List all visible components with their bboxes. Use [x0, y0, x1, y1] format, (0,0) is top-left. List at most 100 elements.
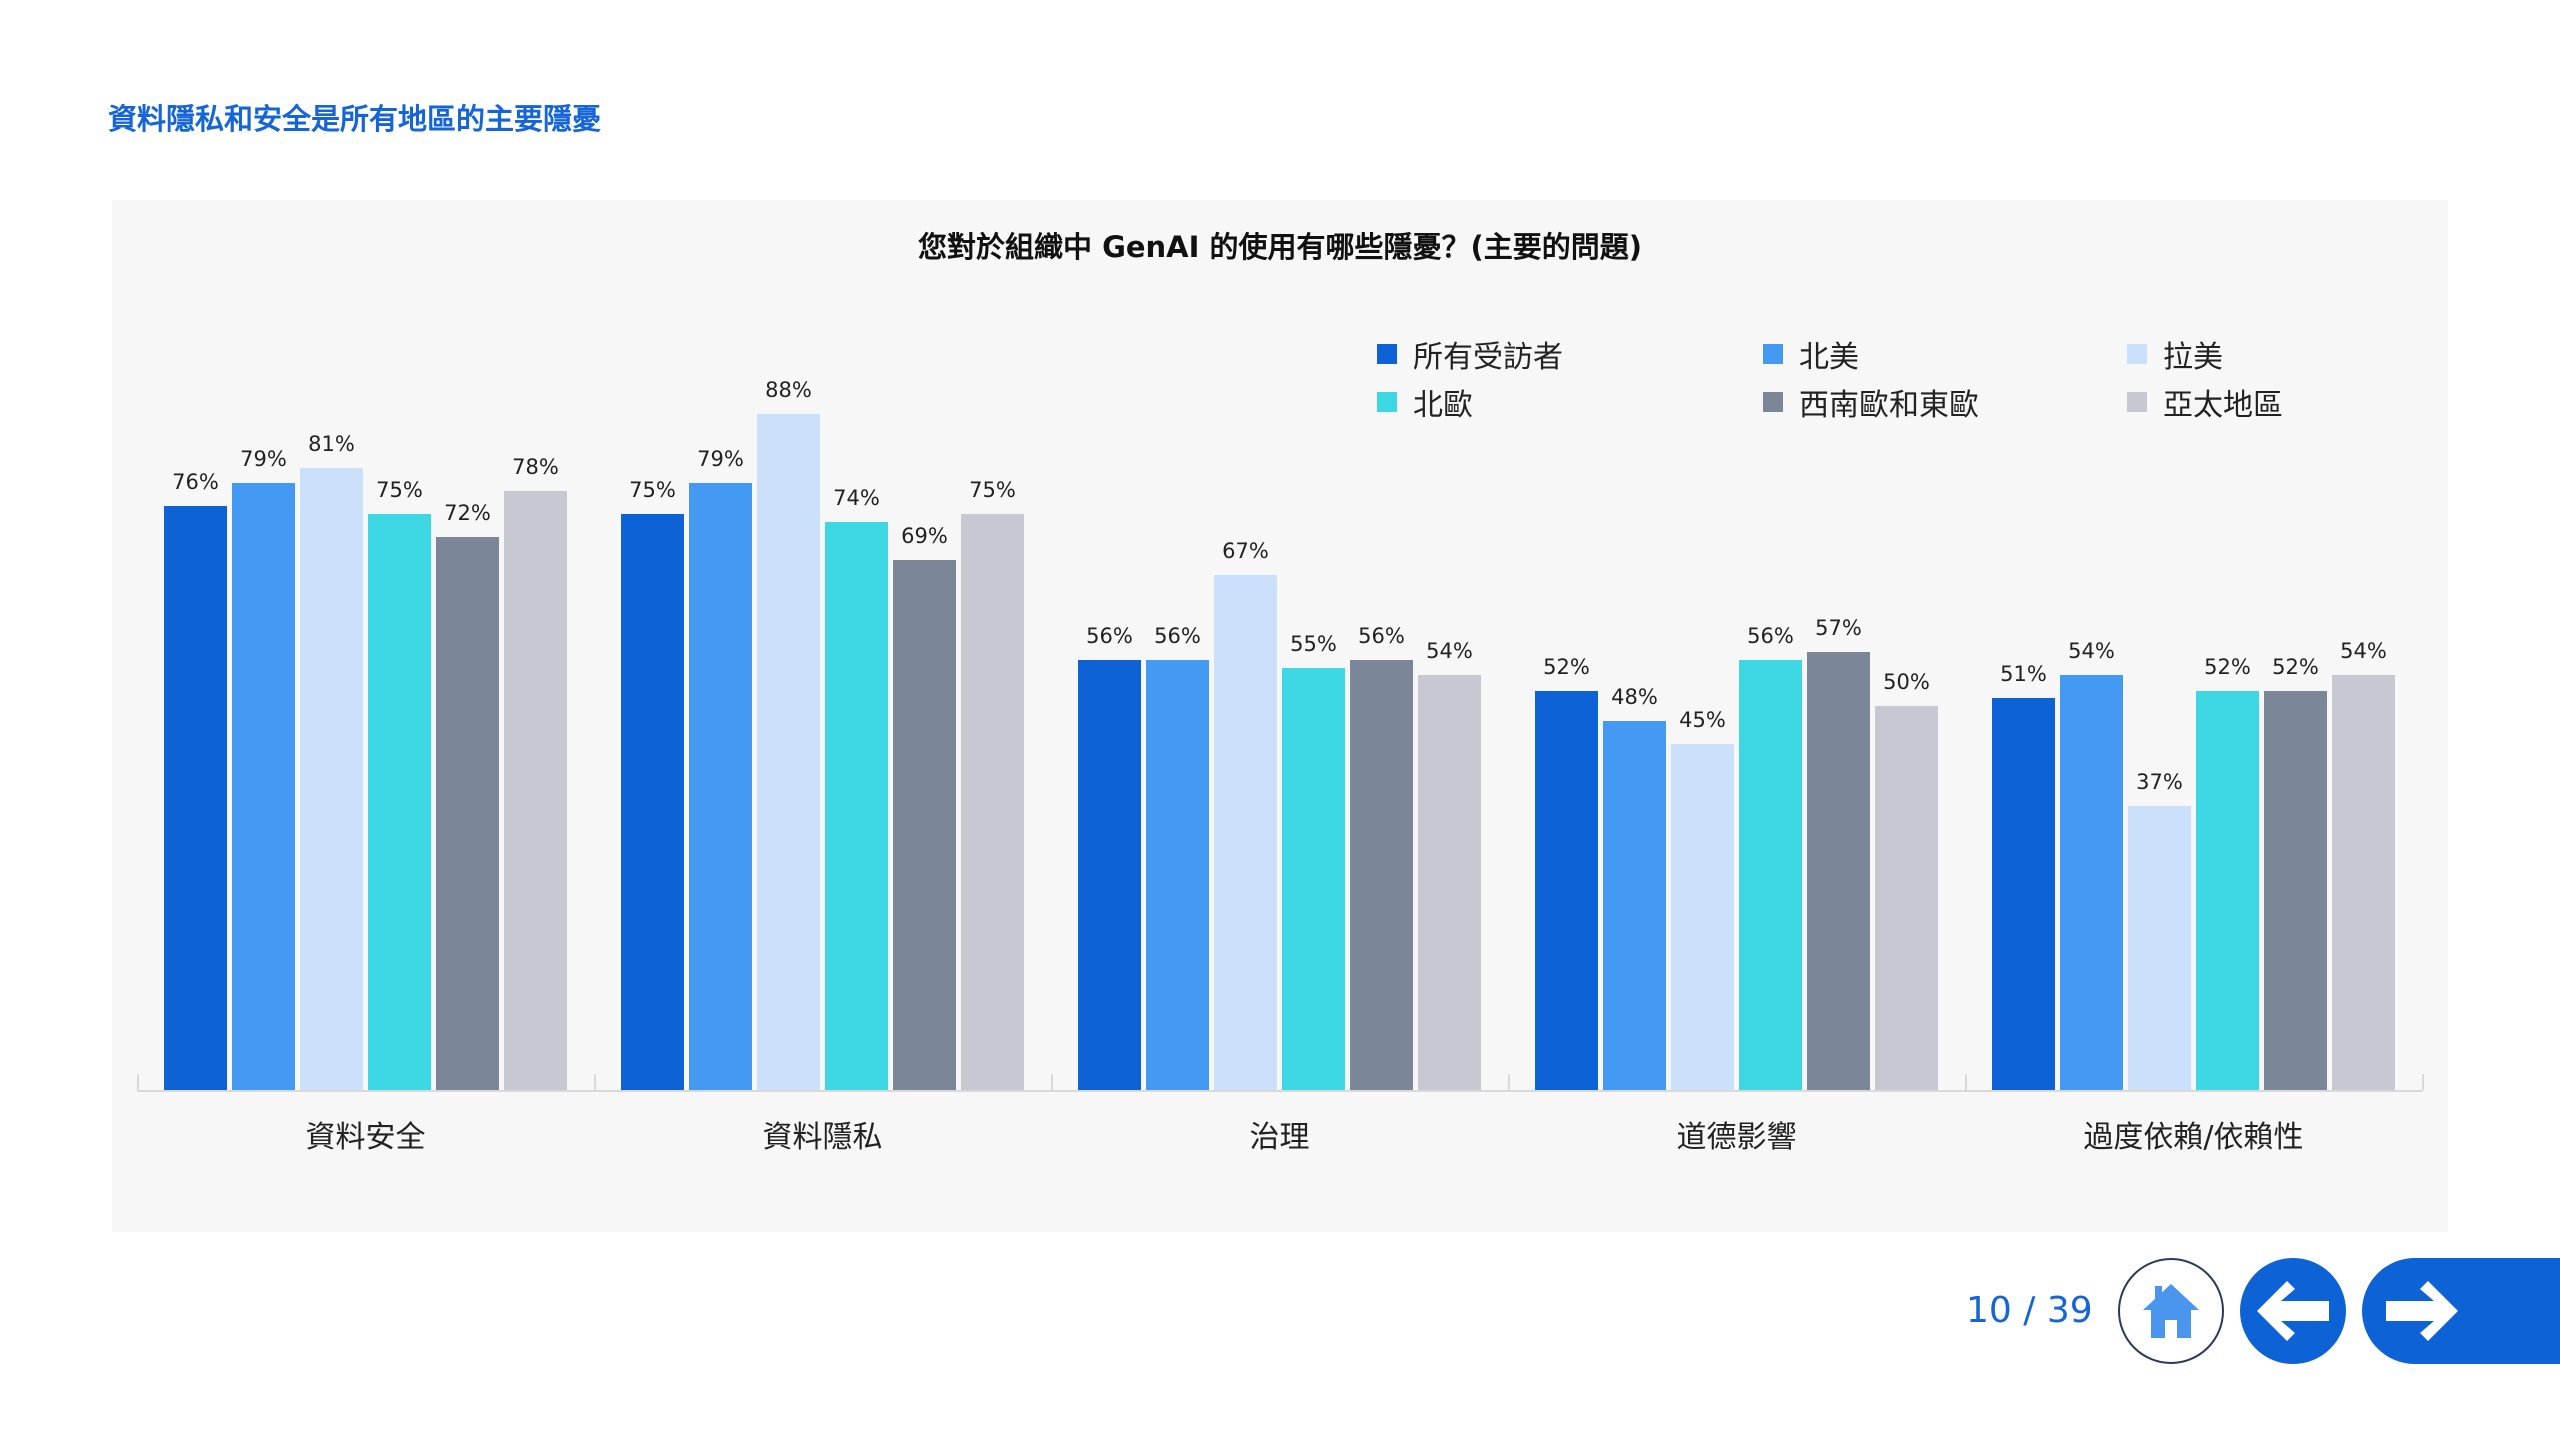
- bar: [1146, 659, 1209, 1090]
- page-counter: 10 / 39: [1966, 1290, 2093, 1331]
- legend-swatch-icon: [1763, 344, 1783, 364]
- bar-value-label: 81%: [308, 431, 355, 456]
- x-axis-category-label: 治理: [1249, 1120, 1310, 1155]
- next-button[interactable]: [2362, 1258, 2560, 1364]
- bar-value-label: 55%: [1290, 631, 1337, 656]
- x-axis-tick: [594, 1074, 596, 1090]
- bar-value-label: 79%: [240, 447, 287, 472]
- legend-label: 所有受訪者: [1413, 340, 1563, 375]
- bar-value-label: 54%: [1426, 639, 1473, 664]
- x-axis-tick: [1508, 1074, 1510, 1090]
- legend-item: 北歐: [1377, 382, 1473, 423]
- bar: [621, 514, 684, 1090]
- bar: [689, 483, 752, 1090]
- legend-swatch-icon: [1377, 392, 1397, 412]
- bar: [232, 483, 295, 1090]
- bar-value-label: 54%: [2340, 639, 2387, 664]
- bar: [436, 537, 499, 1090]
- bar-value-label: 75%: [969, 478, 1016, 502]
- bar: [2264, 690, 2327, 1090]
- bar-value-label: 75%: [376, 478, 423, 502]
- legend-label: 西南歐和東歐: [1799, 388, 1979, 423]
- bar-value-label: 74%: [833, 485, 880, 510]
- bar: [2128, 805, 2191, 1090]
- x-axis-category-label: 資料安全: [305, 1120, 426, 1155]
- x-axis-category-label: 過度依賴/依賴性: [2083, 1120, 2304, 1155]
- bar: [1739, 659, 1802, 1090]
- legend-label: 亞太地區: [2163, 388, 2283, 423]
- bar-value-label: 56%: [1086, 623, 1133, 648]
- x-axis-category-label: 資料隱私: [762, 1120, 883, 1155]
- bar: [300, 467, 363, 1090]
- x-axis-tick: [1965, 1074, 1967, 1090]
- bar-value-label: 50%: [1883, 670, 1930, 694]
- bar-value-label: 78%: [512, 454, 559, 479]
- bar-value-label: 69%: [901, 524, 948, 549]
- bar: [825, 521, 888, 1090]
- legend-item: 拉美: [2127, 334, 2223, 375]
- home-button[interactable]: [2118, 1258, 2224, 1364]
- bar-value-label: 75%: [629, 478, 676, 502]
- bar: [2332, 675, 2395, 1090]
- bar: [1992, 698, 2055, 1090]
- bar-value-label: 51%: [2000, 662, 2047, 687]
- legend-item: 亞太地區: [2127, 382, 2283, 423]
- bar-value-label: 72%: [444, 501, 491, 526]
- legend-label: 北美: [1799, 340, 1859, 375]
- x-axis-category-label: 道德影響: [1676, 1120, 1797, 1155]
- bar: [893, 560, 956, 1090]
- legend-swatch-icon: [1377, 344, 1397, 364]
- bar: [2196, 690, 2259, 1090]
- bar-value-label: 56%: [1747, 623, 1794, 648]
- bar: [961, 514, 1024, 1090]
- bar: [1418, 675, 1481, 1090]
- bar-value-label: 76%: [172, 470, 219, 495]
- bar: [2060, 675, 2123, 1090]
- bar-value-label: 67%: [1222, 539, 1269, 564]
- bar-value-label: 48%: [1611, 685, 1658, 710]
- bar-value-label: 52%: [2204, 654, 2251, 679]
- bar-value-label: 45%: [1679, 708, 1726, 733]
- legend-item: 所有受訪者: [1377, 334, 1563, 375]
- legend-swatch-icon: [1763, 392, 1783, 412]
- bar: [1214, 575, 1277, 1090]
- legend-swatch-icon: [2127, 344, 2147, 364]
- legend-label: 北歐: [1413, 388, 1473, 423]
- legend-item: 西南歐和東歐: [1763, 382, 1979, 423]
- x-axis-line: [137, 1090, 2423, 1092]
- bar: [1875, 706, 1938, 1090]
- bar-value-label: 37%: [2136, 769, 2183, 794]
- bar-value-label: 79%: [697, 447, 744, 472]
- chart-legend: 所有受訪者 北美 拉美 北歐 西南歐和東歐 亞太地區: [1377, 334, 2377, 430]
- bar: [504, 490, 567, 1090]
- back-button[interactable]: [2240, 1258, 2346, 1364]
- legend-item: 北美: [1763, 334, 1859, 375]
- chart-title: 您對於組織中 GenAI 的使用有哪些隱憂？(主要的問題): [917, 230, 1643, 264]
- legend-label: 拉美: [2163, 340, 2223, 375]
- bar: [1078, 659, 1141, 1090]
- bar: [164, 506, 227, 1090]
- bar-value-label: 88%: [765, 378, 812, 403]
- page-title: 資料隱私和安全是所有地區的主要隱憂: [108, 102, 602, 136]
- bar-value-label: 56%: [1154, 623, 1201, 648]
- bar: [1807, 652, 1870, 1090]
- bar: [1535, 690, 1598, 1090]
- arrow-left-icon: [2257, 1281, 2329, 1341]
- bar: [1603, 721, 1666, 1090]
- bar-value-label: 52%: [2272, 654, 2319, 679]
- x-axis-tick: [2422, 1074, 2424, 1090]
- chart-panel: 您對於組織中 GenAI 的使用有哪些隱憂？(主要的問題) 所有受訪者 北美 拉…: [112, 200, 2448, 1232]
- x-axis-tick: [137, 1074, 139, 1090]
- legend-swatch-icon: [2127, 392, 2147, 412]
- bar: [1282, 667, 1345, 1090]
- home-icon: [2143, 1284, 2199, 1338]
- bar: [368, 514, 431, 1090]
- bar-value-label: 56%: [1358, 623, 1405, 648]
- bar: [1671, 744, 1734, 1090]
- arrow-right-icon: [2386, 1281, 2458, 1341]
- bar-chart-plot: 76% 79% 81% 75% 72% 78% 資料安全 75% 79% 88% 74% 69% 75%…: [112, 200, 2448, 1232]
- bar-value-label: 57%: [1815, 616, 1862, 641]
- bar: [1350, 659, 1413, 1090]
- bar-value-label: 52%: [1543, 654, 1590, 679]
- x-axis-tick: [1051, 1074, 1053, 1090]
